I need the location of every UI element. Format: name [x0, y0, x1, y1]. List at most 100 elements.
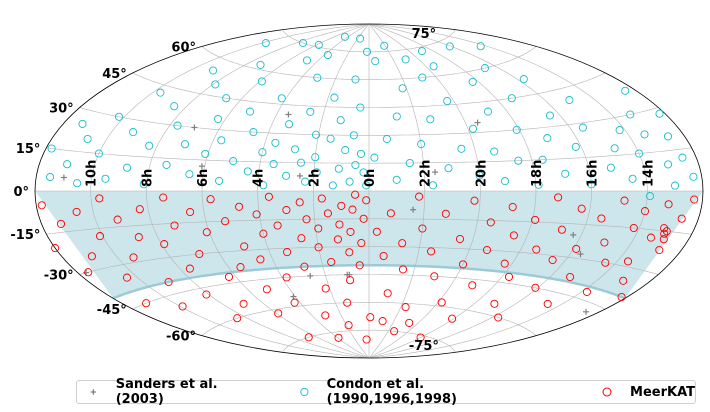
meerkat-point [543, 299, 552, 308]
meerkat-point [582, 287, 591, 296]
condon-point [83, 134, 92, 144]
condon-point [561, 169, 570, 178]
condon-point [209, 66, 218, 75]
condon-point [229, 157, 238, 166]
meerkat-point [56, 219, 66, 228]
meerkat-point [259, 229, 268, 238]
condon-point [500, 177, 510, 186]
condon-point [349, 131, 358, 140]
meridian-line [368, 23, 426, 359]
data-points [37, 32, 699, 344]
condon-point [173, 121, 182, 130]
sanders-point [285, 111, 292, 118]
meerkat-point [235, 202, 244, 211]
condon-point [282, 171, 291, 180]
meerkat-point [274, 309, 283, 318]
cyan-circle-marker-icon [300, 387, 309, 397]
meerkat-point [548, 255, 557, 265]
condon-point [271, 138, 280, 147]
condon-point [311, 130, 321, 139]
sanders-point [307, 272, 314, 279]
sanders-point [410, 206, 417, 213]
condon-point [256, 60, 265, 69]
legend: Sanders et al. (2003) Condon et al. (199… [76, 377, 696, 407]
condon-point [507, 94, 516, 103]
condon-point [334, 164, 343, 173]
condon-point [306, 107, 315, 116]
condon-point [145, 141, 154, 150]
sanders-point [83, 269, 90, 276]
meerkat-point [619, 276, 628, 285]
condon-point [626, 110, 635, 119]
meerkat-point [430, 272, 439, 281]
meerkat-point [362, 196, 371, 205]
ra-tick-label: 0h [363, 169, 378, 187]
condon-point [47, 144, 56, 153]
condon-point [222, 94, 231, 103]
sanders-point [570, 231, 577, 238]
meerkat-point [504, 272, 514, 281]
condon-point [663, 132, 673, 141]
meerkat-point [390, 327, 399, 336]
condon-point [398, 84, 407, 93]
meerkat-point [206, 195, 215, 204]
condon-point [429, 62, 438, 71]
condon-point [123, 163, 132, 172]
meerkat-point [455, 234, 465, 244]
condon-point [129, 128, 138, 137]
sanders-point [344, 271, 351, 278]
meerkat-point [323, 209, 332, 218]
meerkat-point [623, 257, 633, 266]
condon-point [269, 160, 278, 169]
meerkat-point [405, 318, 414, 327]
meerkat-point [256, 255, 265, 264]
condon-point [678, 153, 687, 162]
meerkat-point [348, 205, 357, 214]
meerkat-point [335, 220, 344, 229]
condon-point [664, 160, 673, 169]
sanders-point [583, 308, 589, 315]
meerkat-point [113, 215, 122, 224]
condon-point [162, 160, 171, 169]
condon-point [73, 179, 82, 188]
condon-point [245, 107, 255, 116]
meerkat-point [398, 239, 407, 248]
ra-tick-label: 18h [530, 160, 545, 187]
lat-tick-label: -75° [409, 339, 439, 354]
meerkat-point [600, 238, 609, 247]
meerkat-point [415, 192, 424, 201]
meerkat-point [664, 200, 673, 209]
condon-point [635, 149, 644, 158]
meerkat-point [344, 321, 353, 330]
condon-point [313, 73, 322, 82]
condon-point [180, 140, 190, 149]
condon-point [392, 112, 401, 121]
condon-point [351, 75, 360, 84]
condon-point [538, 155, 547, 164]
condon-point [185, 170, 194, 179]
condon-point [296, 158, 306, 167]
meerkat-point [401, 303, 410, 312]
condon-point [258, 148, 267, 157]
meerkat-point [297, 234, 306, 243]
meerkat-point [620, 196, 629, 205]
meerkat-point [239, 299, 248, 308]
condon-point [512, 125, 521, 134]
meridian-line [145, 23, 370, 359]
condon-point [382, 134, 391, 144]
sanders-point [432, 169, 439, 176]
condon-point [534, 180, 543, 189]
condon-point [468, 77, 477, 86]
condon-point [370, 153, 379, 162]
meerkat-point [321, 284, 330, 293]
condon-point [457, 144, 466, 153]
condon-point [356, 149, 366, 158]
condon-point [257, 77, 266, 86]
meerkat-point [378, 317, 387, 326]
meerkat-point [170, 221, 179, 230]
condon-point [328, 181, 337, 190]
meerkat-point [662, 227, 671, 236]
meerkat-point [178, 302, 187, 311]
condon-point [610, 144, 619, 153]
